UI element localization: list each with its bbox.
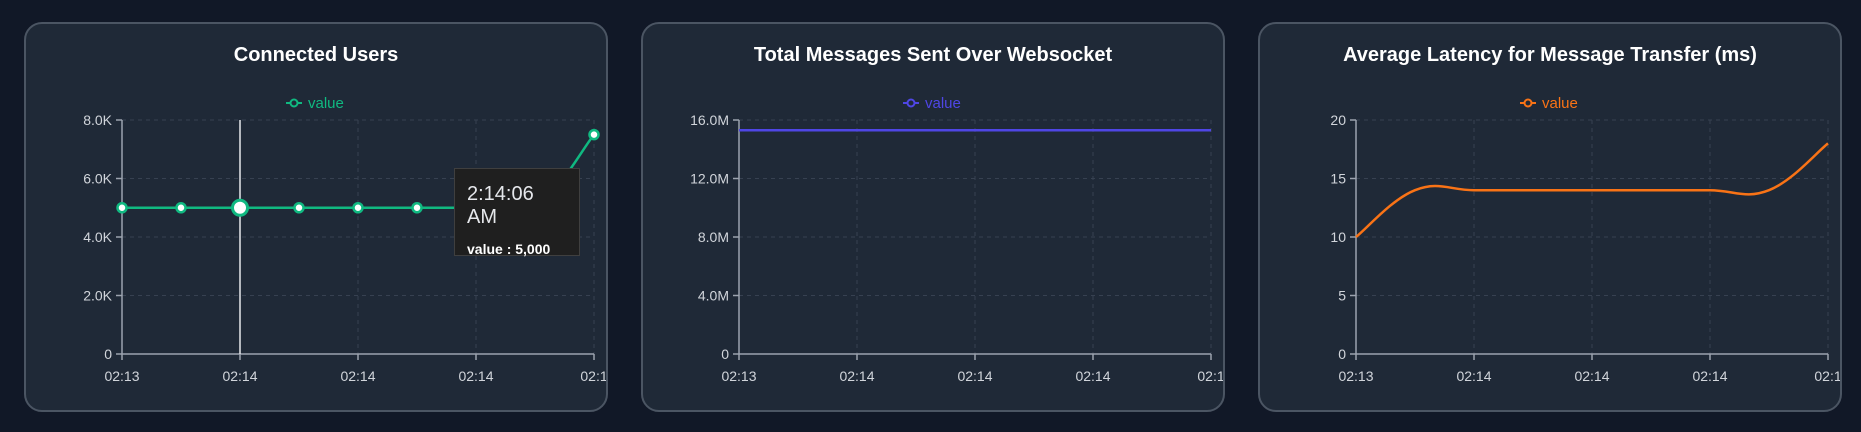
x-tick-label: 02:13: [721, 368, 756, 384]
x-tick-label: 02:14: [957, 368, 992, 384]
y-tick-label: 5: [1338, 288, 1346, 304]
y-tick-label: 10: [1330, 229, 1346, 245]
y-tick-label: 12.0M: [690, 171, 729, 187]
chart-svg-connected-users: Connected Users value 02.0K4.0K6.0K8.0K0…: [83, 44, 606, 384]
chart-tooltip: 2:14:06 AM value : 5,000: [454, 168, 580, 257]
chart-title: Total Messages Sent Over Websocket: [754, 44, 1113, 66]
chart-card-total-messages: Total Messages Sent Over Websocket value…: [641, 22, 1225, 412]
y-tick-label: 16.0M: [690, 112, 729, 128]
chart-legend[interactable]: value: [903, 95, 961, 112]
legend-marker: [1523, 98, 1533, 108]
x-tick-label: 02:13: [1338, 368, 1373, 384]
data-point[interactable]: [175, 202, 187, 214]
x-tick-label: 02:14: [1075, 368, 1110, 384]
y-tick-label: 4.0K: [83, 229, 112, 245]
data-point[interactable]: [352, 202, 364, 214]
y-tick-label: 0: [721, 346, 729, 362]
legend-marker: [289, 98, 299, 108]
y-tick-label: 0: [1338, 346, 1346, 362]
chart-legend[interactable]: value: [286, 95, 344, 112]
x-tick-label: 02:14: [839, 368, 874, 384]
x-tick-label: 02:1: [1197, 368, 1223, 384]
data-point[interactable]: [411, 202, 423, 214]
chart-ticks: 0 5 10 15 20 02:13 02:14 02:14 02:14 02:1: [1330, 112, 1840, 384]
legend-label[interactable]: value: [1542, 95, 1578, 112]
chart-title: Connected Users: [234, 44, 399, 66]
series-line[interactable]: [1355, 142, 1829, 238]
chart-svg-total-messages: Total Messages Sent Over Websocket value…: [690, 44, 1223, 384]
chart-ticks: 0 2.0K 4.0K 6.0K 8.0K 02:13 02:14 02:14 02:14 02:…: [83, 112, 606, 384]
chart-grid: [739, 119, 1212, 354]
y-tick-label: 6.0K: [83, 171, 112, 187]
x-tick-label: 02:1: [1814, 368, 1840, 384]
active-data-point[interactable]: [231, 198, 249, 217]
chart-svg-average-latency: Average Latency for Message Transfer (ms…: [1330, 44, 1840, 384]
y-tick-label: 15: [1330, 171, 1346, 187]
chart-grid: [1356, 119, 1829, 354]
tooltip-value: value : 5,000: [467, 241, 551, 257]
x-tick-label: 02:14: [340, 368, 375, 384]
y-tick-label: 20: [1330, 112, 1346, 128]
x-tick-label: 02:14: [1692, 368, 1727, 384]
chart-ticks: 0 4.0M 8.0M 12.0M 16.0M 02:13 02:14 02:14 02:14 0…: [690, 112, 1223, 384]
chart-card-average-latency: Average Latency for Message Transfer (ms…: [1258, 22, 1842, 412]
y-tick-label: 4.0M: [698, 288, 729, 304]
legend-label[interactable]: value: [308, 95, 344, 112]
legend-label[interactable]: value: [925, 95, 961, 112]
tooltip-time: 2:14:06 AM: [467, 183, 534, 228]
x-tick-label: 02:14: [458, 368, 493, 384]
y-tick-label: 8.0M: [698, 229, 729, 245]
data-point[interactable]: [116, 202, 128, 214]
x-tick-label: 02:14: [222, 368, 257, 384]
chart-card-connected-users: Connected Users value 0 2.0K 4.0K 6.0K 8.0K 0…: [24, 22, 608, 412]
y-tick-label: 2.0K: [83, 288, 112, 304]
chart-series[interactable]: [1355, 142, 1829, 238]
data-point[interactable]: [588, 128, 600, 141]
legend-marker: [906, 98, 916, 108]
data-point[interactable]: [293, 202, 305, 214]
x-tick-label: 02:14: [1456, 368, 1491, 384]
x-tick-label: 02:14: [1574, 368, 1609, 384]
y-tick-label: 8.0K: [83, 112, 112, 128]
chart-title: Average Latency for Message Transfer (ms…: [1343, 44, 1757, 66]
x-tick-label: 02:1: [580, 368, 606, 384]
x-tick-label: 02:13: [104, 368, 139, 384]
y-tick-label: 0: [104, 346, 112, 362]
chart-legend[interactable]: value: [1520, 95, 1578, 112]
